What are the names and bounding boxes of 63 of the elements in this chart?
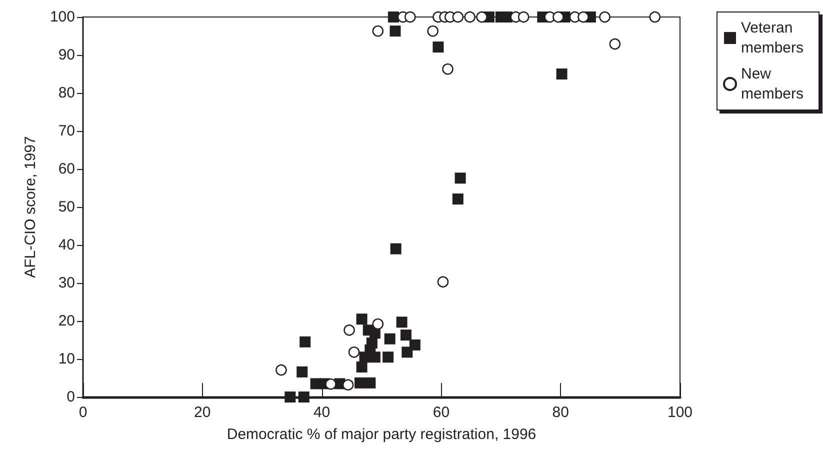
point — [452, 194, 464, 205]
x-tick-label: 60 — [432, 404, 450, 421]
point — [452, 11, 464, 23]
point — [342, 379, 354, 390]
y-tick-label: 30 — [58, 274, 75, 292]
x-axis-title: Democratic % of major party registration, 1996 — [226, 426, 536, 443]
point — [369, 352, 380, 363]
point — [437, 276, 449, 288]
y-tick-label: 90 — [58, 46, 75, 64]
point — [464, 11, 476, 23]
point — [454, 172, 466, 184]
point — [609, 38, 621, 50]
point — [432, 42, 444, 53]
y-tick-label: 0 — [66, 388, 75, 406]
x-tick-label: 40 — [313, 404, 330, 421]
point — [390, 26, 401, 37]
y-tick-label: 80 — [58, 84, 75, 102]
point — [364, 377, 376, 388]
point — [384, 333, 396, 344]
point — [409, 339, 420, 350]
point — [356, 361, 368, 372]
point — [298, 392, 310, 402]
point — [390, 243, 402, 254]
point — [396, 316, 408, 328]
point — [556, 68, 568, 80]
legend-label: Veteran members — [741, 20, 804, 56]
point — [354, 377, 366, 388]
point — [372, 318, 384, 330]
point — [296, 366, 308, 378]
point — [552, 11, 564, 23]
point — [388, 12, 399, 22]
y-tick-label: 70 — [58, 122, 75, 140]
x-tick-label: 80 — [552, 404, 569, 421]
y-tick-label: 50 — [58, 198, 75, 216]
y-tick-label: 10 — [58, 350, 75, 368]
y-tick-label: 100 — [50, 8, 75, 26]
x-tick-label: 0 — [78, 404, 88, 421]
y-tick-label: 20 — [58, 312, 75, 330]
point — [402, 346, 413, 358]
point — [356, 314, 368, 325]
point — [372, 25, 384, 37]
point — [382, 352, 394, 363]
point — [442, 63, 454, 75]
point — [599, 11, 610, 23]
point — [284, 392, 296, 402]
point — [276, 364, 287, 376]
point — [400, 330, 412, 341]
y-axis-title: AFL-CIO score, 1997 — [22, 136, 39, 278]
x-tick-label: 100 — [667, 404, 693, 421]
point — [348, 346, 360, 358]
y-tick-label: 40 — [58, 236, 75, 254]
point — [427, 25, 438, 37]
legend-label: New members — [741, 66, 804, 102]
point — [404, 11, 416, 23]
point — [476, 11, 488, 23]
y-tick-label: 60 — [58, 160, 75, 178]
x-tick-label: 20 — [194, 404, 211, 421]
point — [344, 324, 355, 336]
point — [325, 378, 336, 390]
point — [578, 11, 589, 23]
point — [518, 11, 530, 23]
point — [649, 11, 661, 23]
point — [300, 336, 311, 348]
